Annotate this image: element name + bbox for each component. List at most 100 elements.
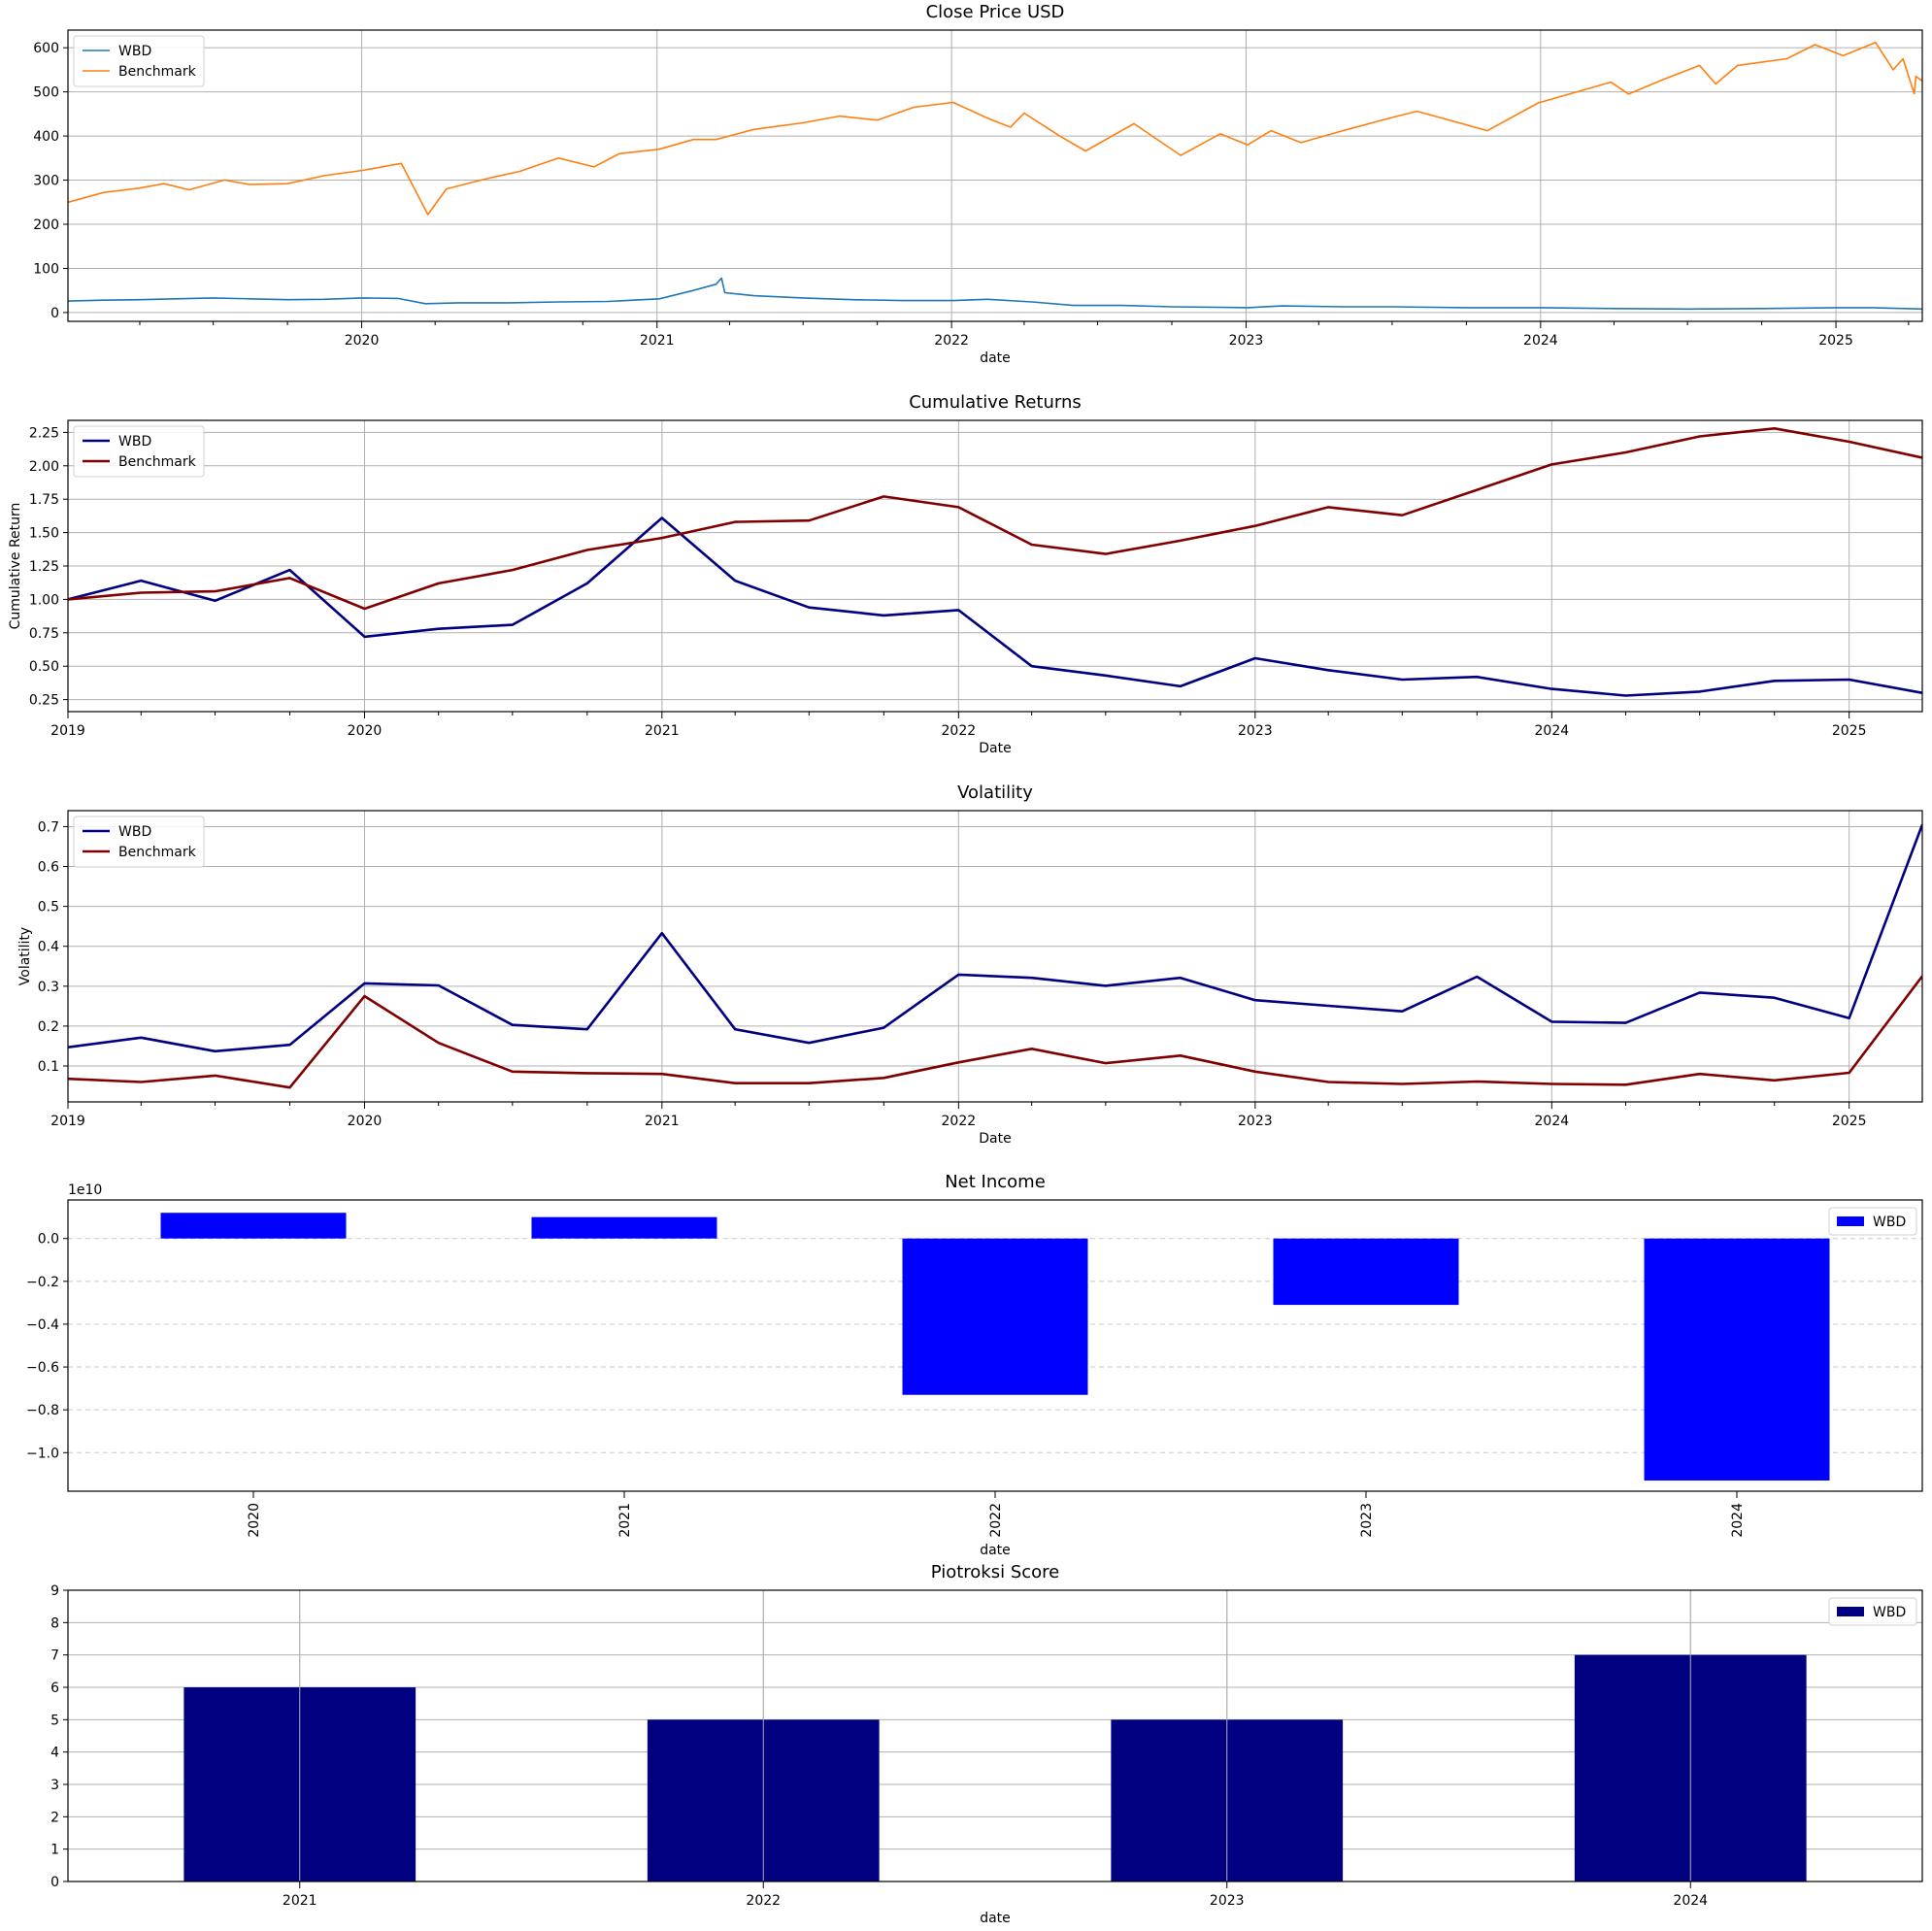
legend-box — [73, 35, 205, 87]
y-tick-label: 200 — [33, 217, 59, 233]
x-tick-label: 2020 — [247, 1503, 262, 1538]
y-tick-label: 2 — [50, 1810, 59, 1825]
chart-title: Piotroksi Score — [931, 1562, 1060, 1582]
x-tick-label: 2025 — [1818, 333, 1853, 349]
x-tick-label: 2023 — [1210, 1893, 1245, 1909]
x-tick-label: 2023 — [1238, 1114, 1273, 1129]
x-tick-label: 2021 — [617, 1503, 633, 1538]
series-line-wbd — [68, 516, 1922, 697]
legend-label: Benchmark — [118, 64, 197, 80]
legend-label: WBD — [118, 824, 151, 840]
x-tick-label: 2022 — [942, 1114, 977, 1129]
x-tick-label: 2021 — [645, 1114, 680, 1129]
x-tick-label: 2025 — [1832, 723, 1867, 739]
x-axis-label: date — [980, 1911, 1011, 1926]
y-tick-label: 7 — [50, 1648, 59, 1664]
chart-title: Close Price USD — [926, 2, 1065, 22]
x-tick-label: 2019 — [50, 723, 85, 739]
x-axis-label: date — [980, 1543, 1011, 1558]
x-tick-label: 2022 — [934, 333, 969, 349]
legend-label: WBD — [118, 44, 151, 59]
x-tick-label: 2023 — [1359, 1503, 1375, 1538]
y-tick-label: 0.6 — [38, 860, 59, 876]
chart-panel-4: Net Income 0.0 −0.2 −0.4 −0.6 −0.8 −1.0 1e10 202… — [26, 1172, 1923, 1558]
y-tick-label: 0.0 — [38, 1232, 59, 1248]
y-tick-label: 1.75 — [29, 492, 59, 508]
y-tick-label: 600 — [33, 41, 59, 56]
chart-panel-3: Volatility 0.1 0.2 0.3 0.4 0.5 0.6 0.7 2019 2020 2… — [17, 782, 1923, 1147]
bar-2020 — [160, 1213, 347, 1239]
y-tick-label: 0.75 — [29, 626, 59, 642]
x-tick-label: 2020 — [348, 1114, 383, 1129]
y-tick-label: −1.0 — [26, 1446, 59, 1461]
series-line-benchmark — [68, 427, 1922, 611]
x-tick-label: 2022 — [746, 1893, 781, 1909]
y-tick-label: 0.5 — [38, 900, 59, 916]
y-tick-label: 0 — [50, 1875, 59, 1890]
x-axis-label: Date — [979, 741, 1011, 756]
y-tick-label: 5 — [50, 1713, 59, 1728]
x-tick-label: 2025 — [1832, 1114, 1867, 1129]
y-tick-label: −0.4 — [26, 1317, 59, 1333]
y-tick-label: −0.6 — [26, 1360, 59, 1376]
x-tick-label: 2020 — [345, 333, 380, 349]
y-tick-label: 0.4 — [38, 940, 59, 955]
y-tick-label: 4 — [50, 1746, 59, 1761]
bar-2022 — [902, 1238, 1088, 1395]
x-tick-label: 2020 — [348, 723, 383, 739]
x-tick-label: 2024 — [1535, 723, 1570, 739]
y-tick-label: 0.25 — [29, 693, 59, 709]
bar-2023 — [1273, 1238, 1459, 1306]
y-tick-label: 400 — [33, 129, 59, 145]
x-axis-label: date — [980, 350, 1011, 366]
legend: WBD — [1828, 1597, 1917, 1626]
series-line-wbd — [68, 823, 1922, 1053]
y-tick-label: 1.00 — [29, 592, 59, 608]
chart-panel-5: Piotroksi Score 0 1 2 3 4 5 6 7 8 9 2021 2022 2023 202… — [50, 1562, 1923, 1926]
x-axis-label: Date — [979, 1131, 1011, 1147]
x-tick-label: 2024 — [1673, 1893, 1708, 1909]
x-tick-label: 2021 — [645, 723, 680, 739]
plot-frame — [67, 810, 1923, 1103]
chart-panel-1: Close Price USD 0 100 200 300 400 500 600 2020 20… — [33, 2, 1923, 366]
y-tick-label: 6 — [50, 1681, 59, 1696]
y-tick-label: 100 — [33, 261, 59, 277]
y-tick-label: 0 — [50, 306, 59, 321]
x-tick-label: 2024 — [1523, 333, 1558, 349]
bar-2021 — [531, 1216, 717, 1239]
plot-frame — [67, 419, 1923, 713]
legend-box — [73, 425, 205, 478]
chart-title: Volatility — [957, 782, 1033, 803]
x-tick-label: 2019 — [50, 1114, 85, 1129]
legend-box — [1828, 1207, 1917, 1236]
y-tick-label: 0.2 — [38, 1019, 59, 1035]
y-offset-label: 1e10 — [68, 1182, 102, 1198]
legend: WBD Benchmark — [73, 425, 205, 478]
x-tick-label: 2024 — [1535, 1114, 1570, 1129]
y-tick-label: 500 — [33, 85, 59, 101]
chart-title: Cumulative Returns — [909, 392, 1082, 413]
x-tick-label: 2024 — [1730, 1503, 1746, 1538]
x-tick-label: 2022 — [988, 1503, 1004, 1538]
x-tick-label: 2023 — [1238, 723, 1273, 739]
y-tick-label: 1.25 — [29, 559, 59, 575]
legend: WBD Benchmark — [73, 35, 205, 87]
y-tick-label: 0.50 — [29, 659, 59, 675]
plot-frame — [67, 1589, 1923, 1882]
legend-box — [73, 816, 205, 868]
y-tick-label: 0.1 — [38, 1059, 59, 1075]
x-tick-label: 2021 — [640, 333, 675, 349]
legend-label: WBD — [1873, 1215, 1906, 1230]
y-tick-label: 0.7 — [38, 819, 59, 835]
y-tick-label: 9 — [50, 1583, 59, 1599]
y-tick-label: −0.8 — [26, 1403, 59, 1418]
legend-swatch — [1837, 1607, 1864, 1616]
legend-swatch — [1837, 1216, 1864, 1226]
x-tick-label: 2021 — [283, 1893, 317, 1909]
y-tick-label: 2.00 — [29, 459, 59, 475]
y-tick-label: 8 — [50, 1615, 59, 1631]
y-tick-label: 3 — [50, 1778, 59, 1793]
y-tick-label: 300 — [33, 174, 59, 189]
legend-box — [1828, 1597, 1917, 1626]
